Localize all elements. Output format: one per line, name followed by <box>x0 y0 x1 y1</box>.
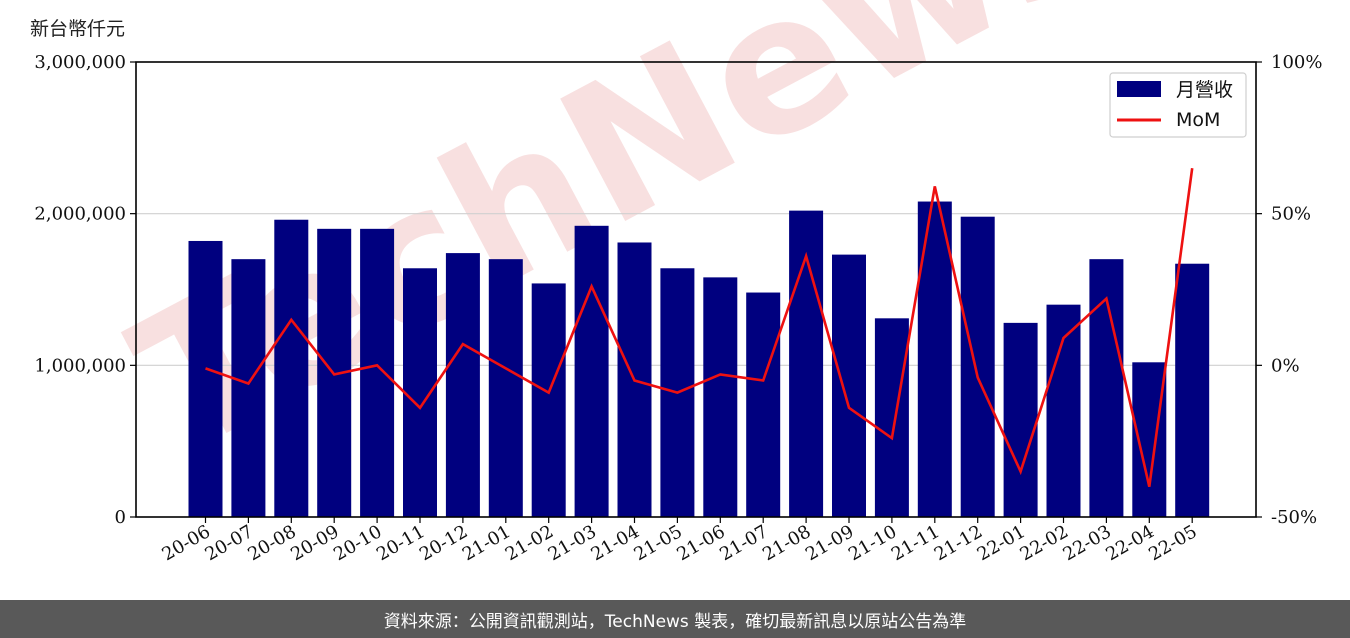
right-tick-label: 50% <box>1271 204 1311 225</box>
bar-20-07 <box>231 259 266 517</box>
x-tick-label-21-07: 21-07 <box>716 521 771 565</box>
footer-text: 資料來源：公開資訊觀測站，TechNews 製表，確切最新訊息以原站公告為準 <box>383 611 967 632</box>
bar-20-10 <box>360 228 395 518</box>
left-tick-label: 0 <box>115 507 126 528</box>
x-tick-label-21-06: 21-06 <box>673 521 728 565</box>
bar-21-06 <box>703 277 738 517</box>
bar-21-02 <box>531 283 566 517</box>
plot-frame <box>135 61 1257 518</box>
x-tick-label-20-11: 20-11 <box>373 521 428 565</box>
bar-20-12 <box>445 253 480 517</box>
x-tick-label-21-10: 21-10 <box>845 521 900 565</box>
bar-21-09 <box>832 254 866 517</box>
x-tick-label-22-03: 22-03 <box>1059 521 1114 565</box>
x-tick-label-20-09: 20-09 <box>287 521 342 565</box>
source-footer: 資料來源：公開資訊觀測站，TechNews 製表，確切最新訊息以原站公告為準 <box>0 600 1350 638</box>
x-tick-label-22-05: 22-05 <box>1145 521 1200 565</box>
chart-area: 新台幣仟元 TechNews01,000,0002,000,0003,000,0… <box>30 0 1322 565</box>
bar-21-12 <box>960 216 995 517</box>
x-tick-label-21-01: 21-01 <box>459 521 514 565</box>
x-tick-label-21-03: 21-03 <box>545 521 600 565</box>
y-axis-unit-label: 新台幣仟元 <box>30 18 126 40</box>
bar-21-01 <box>488 259 523 517</box>
left-tick-label: 2,000,000 <box>34 204 126 225</box>
bar-21-10 <box>874 318 909 517</box>
bar-20-11 <box>403 268 437 517</box>
x-tick-label-20-07: 20-07 <box>201 521 256 565</box>
mom-line <box>205 167 1194 487</box>
x-tick-label-21-09: 21-09 <box>802 521 857 565</box>
right-tick-label: 100% <box>1271 52 1322 73</box>
x-tick-label-20-10: 20-10 <box>330 521 385 565</box>
left-tick-label: 3,000,000 <box>34 52 126 73</box>
x-tick-label-20-08: 20-08 <box>244 521 299 565</box>
left-tick-label: 1,000,000 <box>34 355 126 376</box>
right-tick-label: 0% <box>1271 355 1300 376</box>
right-tick-label: -50% <box>1271 507 1317 528</box>
revenue-chart: TechNews01,000,0002,000,0003,000,000-50%… <box>34 0 1322 565</box>
bar-22-05 <box>1175 263 1210 517</box>
bar-20-08 <box>274 219 309 517</box>
x-tick-label-21-04: 21-04 <box>588 521 643 565</box>
x-tick-label-22-04: 22-04 <box>1102 521 1157 565</box>
legend-swatch-bar <box>1117 81 1161 97</box>
x-tick-label-21-05: 21-05 <box>630 521 685 565</box>
x-tick-label-21-11: 21-11 <box>888 521 943 565</box>
legend-label-mom: MoM <box>1176 109 1220 131</box>
bar-22-01 <box>1003 322 1038 517</box>
x-tick-label-21-12: 21-12 <box>931 521 986 565</box>
x-tick-label-21-02: 21-02 <box>502 521 557 565</box>
bar-21-03 <box>574 225 609 518</box>
x-tick-label-22-02: 22-02 <box>1017 521 1072 565</box>
legend-label-revenue: 月營收 <box>1176 79 1233 101</box>
bar-20-06 <box>188 240 223 517</box>
x-tick-label-22-01: 22-01 <box>974 521 1029 565</box>
x-tick-label-20-12: 20-12 <box>416 521 471 565</box>
x-tick-label-20-06: 20-06 <box>159 521 214 565</box>
x-tick-label-21-08: 21-08 <box>759 521 814 565</box>
bar-21-08 <box>789 210 824 517</box>
bar-21-07 <box>746 292 781 517</box>
